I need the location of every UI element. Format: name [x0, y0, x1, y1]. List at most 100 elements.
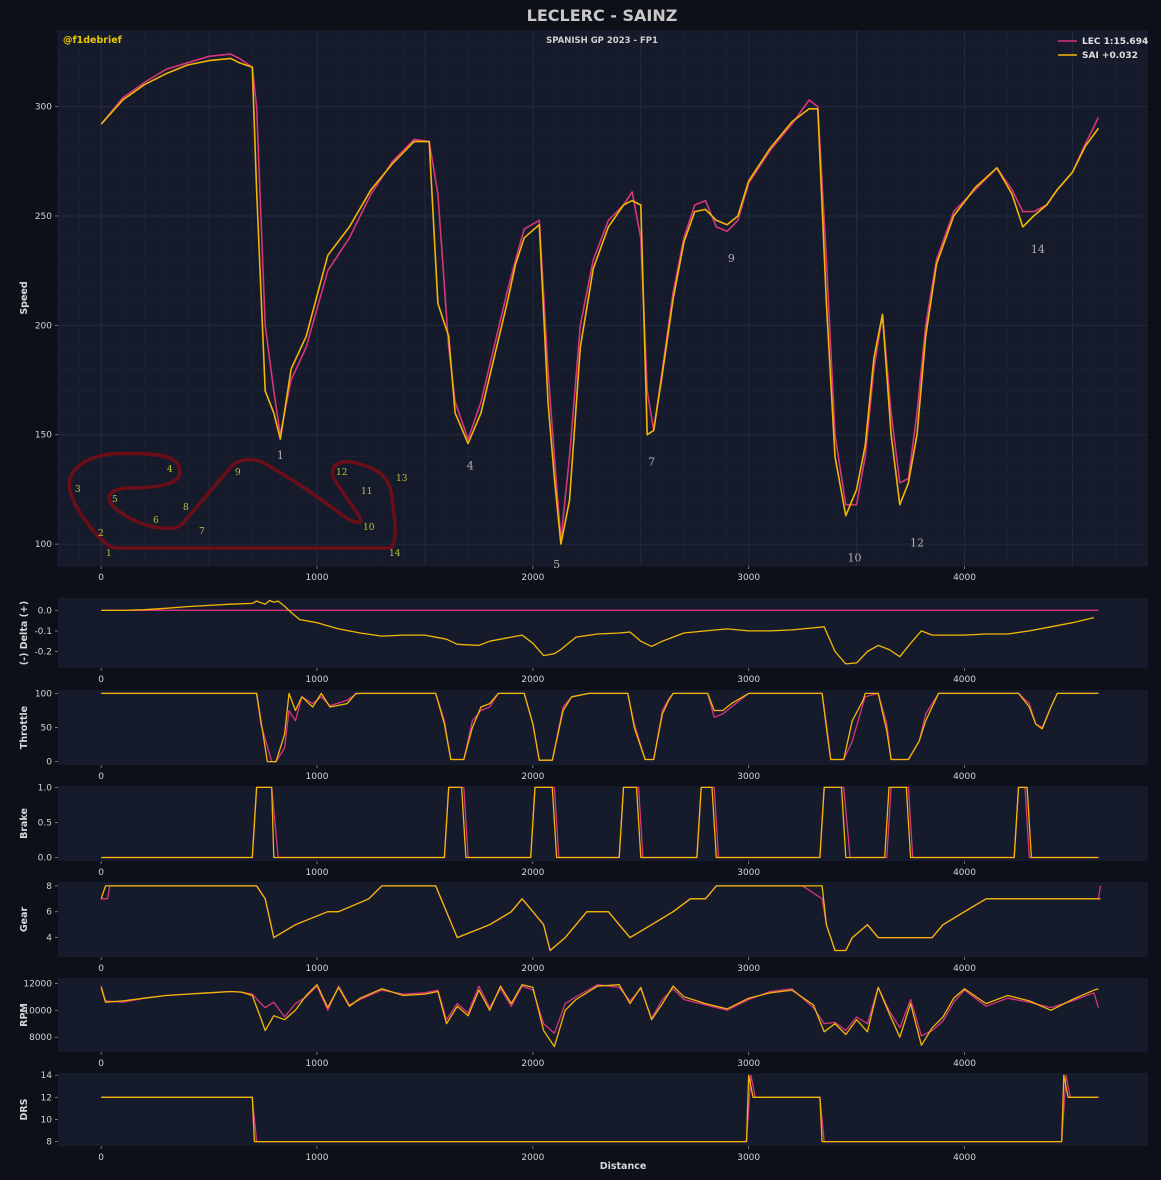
series-line-sai [101, 1074, 1099, 1143]
x-tick-label: 4000 [953, 868, 976, 878]
x-tick-label: 1000 [306, 868, 329, 878]
x-tick-label: 2000 [521, 675, 544, 685]
y-axis-label: (-) Delta (+) [19, 601, 30, 665]
track-label-1: 1 [106, 549, 112, 559]
y-tick-label: 0.0 [38, 606, 53, 616]
corner-label: 1 [277, 449, 284, 462]
track-label-3: 3 [75, 485, 81, 495]
series-line-sai [101, 786, 1099, 859]
x-tick-label: 1000 [306, 1059, 329, 1069]
x-tick-label: 1000 [306, 772, 329, 782]
x-tick-label: 2000 [521, 1153, 544, 1163]
corner-label: 12 [910, 536, 924, 549]
x-tick-label: 2000 [521, 573, 544, 583]
series-line-sai [101, 692, 1099, 763]
y-axis-label: Speed [19, 281, 30, 314]
x-tick-label: 1000 [306, 1153, 329, 1163]
panel-speed: 0 1000 2000 3000 4000 100 150 200 250 300 Speed [19, 30, 1148, 583]
y-tick-label: -0.1 [34, 627, 52, 637]
corner-label: 10 [847, 552, 861, 565]
track-label-7: 7 [199, 527, 205, 537]
y-tick-label: 200 [35, 321, 52, 331]
panel-throttle: 0 1000 2000 3000 4000 0 50 100 Throttle [19, 689, 1148, 782]
x-tick-label: 2000 [521, 964, 544, 974]
track-label-14: 14 [389, 549, 401, 559]
legend-sai-label: SAI +0.032 [1082, 51, 1138, 61]
y-tick-label: 300 [35, 103, 52, 113]
panel-background [58, 786, 1148, 861]
series-line-lec [100, 984, 1100, 1037]
series-line-sai [101, 599, 1095, 665]
x-tick-label: 4000 [953, 1059, 976, 1069]
track-map: 1 2 3 4 5 6 7 8 9 10 11 12 13 14 [67, 451, 408, 559]
y-tick-label: 0.0 [38, 853, 53, 863]
y-axis-label: RPM [19, 1003, 30, 1027]
y-tick-label: 150 [35, 431, 52, 441]
x-tick-label: 1000 [306, 964, 329, 974]
track-label-6: 6 [153, 516, 159, 526]
y-tick-label: 250 [35, 212, 52, 222]
track-label-13: 13 [396, 474, 408, 484]
series-line-sai [100, 984, 1099, 1048]
corner-label: 5 [553, 558, 560, 571]
y-tick-label: 4 [46, 934, 52, 944]
y-tick-label: 0.5 [38, 818, 52, 828]
y-tick-label: 50 [41, 724, 53, 734]
x-tick-label: 3000 [737, 1153, 760, 1163]
track-label-9: 9 [235, 468, 241, 478]
x-tick-label: 1000 [306, 675, 329, 685]
track-label-11: 11 [361, 487, 372, 497]
legend-lec-label: LEC 1:15.694 [1082, 37, 1148, 47]
x-tick-label: 3000 [737, 675, 760, 685]
x-tick-label: 2000 [521, 868, 544, 878]
panel-background [58, 1073, 1148, 1146]
series-line-sai [100, 885, 1101, 952]
corner-label: 14 [1031, 243, 1045, 256]
y-tick-label: 14 [41, 1071, 53, 1081]
track-label-12: 12 [336, 468, 347, 478]
y-tick-label: 1.0 [38, 783, 53, 793]
x-tick-label: 4000 [953, 964, 976, 974]
panel-brake: 0 1000 2000 3000 4000 0.0 0.5 1.0 Brake [19, 783, 1148, 878]
track-label-5: 5 [112, 495, 118, 505]
y-tick-label: 6 [46, 908, 52, 918]
x-tick-label: 0 [98, 772, 104, 782]
corner-label: 4 [467, 460, 474, 473]
series-line-lec [100, 53, 1100, 541]
x-tick-label: 4000 [953, 675, 976, 685]
y-tick-label: 0 [46, 758, 52, 768]
panel-delta: 0 1000 2000 3000 4000 0.0 -0.1 -0.2 (-) Delta (+… [19, 598, 1148, 685]
x-tick-label: 3000 [737, 1059, 760, 1069]
y-tick-label: 100 [35, 689, 52, 699]
x-tick-label: 4000 [953, 573, 976, 583]
panel-background [58, 978, 1148, 1052]
x-tick-label: 0 [98, 1153, 104, 1163]
panel-rpm: 0 1000 2000 3000 4000 8000 10000 12000 RPM [19, 978, 1148, 1069]
y-axis-label: Throttle [19, 706, 30, 749]
x-tick-label: 3000 [737, 772, 760, 782]
track-label-2: 2 [98, 529, 104, 539]
x-tick-label: 3000 [737, 964, 760, 974]
x-axis-label: Distance [600, 1161, 647, 1172]
y-tick-label: 100 [35, 540, 52, 550]
y-axis-label: DRS [19, 1098, 30, 1120]
y-tick-label: 12 [41, 1093, 52, 1103]
panel-background [58, 598, 1148, 668]
x-tick-label: 0 [98, 1059, 104, 1069]
y-tick-label: 10000 [23, 1006, 52, 1016]
x-tick-label: 1000 [306, 573, 329, 583]
track-outline [67, 451, 397, 550]
corner-label: 7 [648, 455, 655, 468]
x-tick-label: 0 [98, 868, 104, 878]
y-tick-label: 12000 [23, 979, 52, 989]
panel-background [58, 690, 1148, 765]
panel-background [58, 30, 1148, 566]
y-tick-label: 10 [41, 1115, 53, 1125]
panel-drs: 0 1000 2000 3000 4000 8 10 12 14 DRS Distance [19, 1071, 1148, 1172]
y-tick-label: 8 [46, 882, 52, 892]
x-tick-label: 0 [98, 964, 104, 974]
x-tick-label: 4000 [953, 1153, 976, 1163]
y-axis-label: Gear [19, 907, 30, 933]
